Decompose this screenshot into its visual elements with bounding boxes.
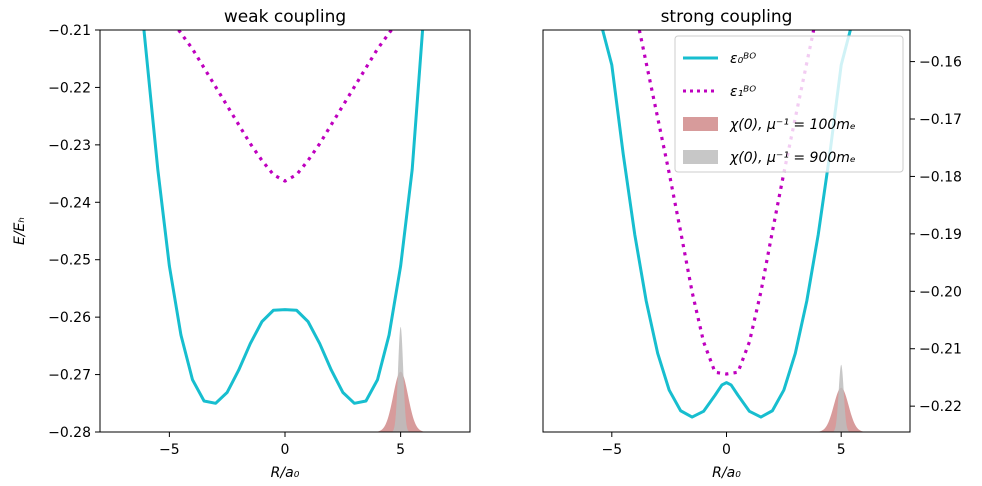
axes-frame [99,29,471,433]
x-tick-label: −5 [159,442,180,458]
y-tick-label: −0.22 [48,80,91,96]
y-tick-label: −0.21 [48,23,91,39]
x-tick-label: 0 [722,442,731,458]
y-tick-label: −0.17 [919,112,962,128]
legend: ε₀ᴮᴼ ε₁ᴮᴼ χ(0), μ⁻¹ = 100mₑ χ(0), μ⁻¹ = 900… [674,35,904,173]
panel-weak-coupling: −5 0 5 −0.28 −0.27 −0.26 −0.25 −0.24 −0.23 −0.22 −… [12,7,471,481]
legend-label-3: χ(0), μ⁻¹ = 900mₑ [729,150,856,166]
x-axis-label: R/a₀ [271,465,300,481]
x-axis-label: R/a₀ [712,465,741,481]
x-tick-label: 0 [281,442,290,458]
x-tick-label: 5 [396,442,405,458]
y-tick-label: −0.16 [919,55,962,71]
x-tick-label: 5 [837,442,846,458]
legend-label-1: ε₁ᴮᴼ [730,84,756,100]
legend-swatch-2 [683,117,718,131]
legend-box [674,35,904,173]
ground-state-curve-0 [601,30,852,419]
legend-label-2: χ(0), μ⁻¹ = 100mₑ [729,117,856,133]
y-tick-label: −0.19 [919,227,962,243]
density-fill-series-3 [828,364,854,432]
excited-state-curve-1 [637,30,816,376]
excited-state-curve-1 [177,30,393,183]
y-tick-label: −0.28 [48,425,91,441]
panel-title: strong coupling [661,7,793,27]
legend-swatch-3 [683,150,718,164]
y-tick-label: −0.22 [919,399,962,415]
y-tick-label: −0.23 [48,138,91,154]
y-tick-label: −0.27 [48,368,91,384]
y-tick-label: −0.24 [48,195,91,211]
legend-label-0: ε₀ᴮᴼ [730,51,756,67]
y-tick-label: −0.18 [919,169,962,185]
plot-area [142,30,438,432]
x-tick-label: −5 [601,442,622,458]
panel-title: weak coupling [224,7,346,27]
y-tick-label: −0.20 [919,284,962,300]
y-tick-label: −0.25 [48,253,91,269]
density-fill-series-3 [387,326,414,432]
panel-strong-coupling: −5 0 5 −0.22 −0.21 −0.20 −0.19 −0.18 −0.17 −0.16 s… [542,7,962,481]
y-tick-label: −0.26 [48,310,91,326]
y-tick-label: −0.21 [919,342,962,358]
plot-area [601,30,878,432]
ground-state-curve-0 [142,30,425,405]
y-axis-label: E/Eₕ [12,217,28,245]
